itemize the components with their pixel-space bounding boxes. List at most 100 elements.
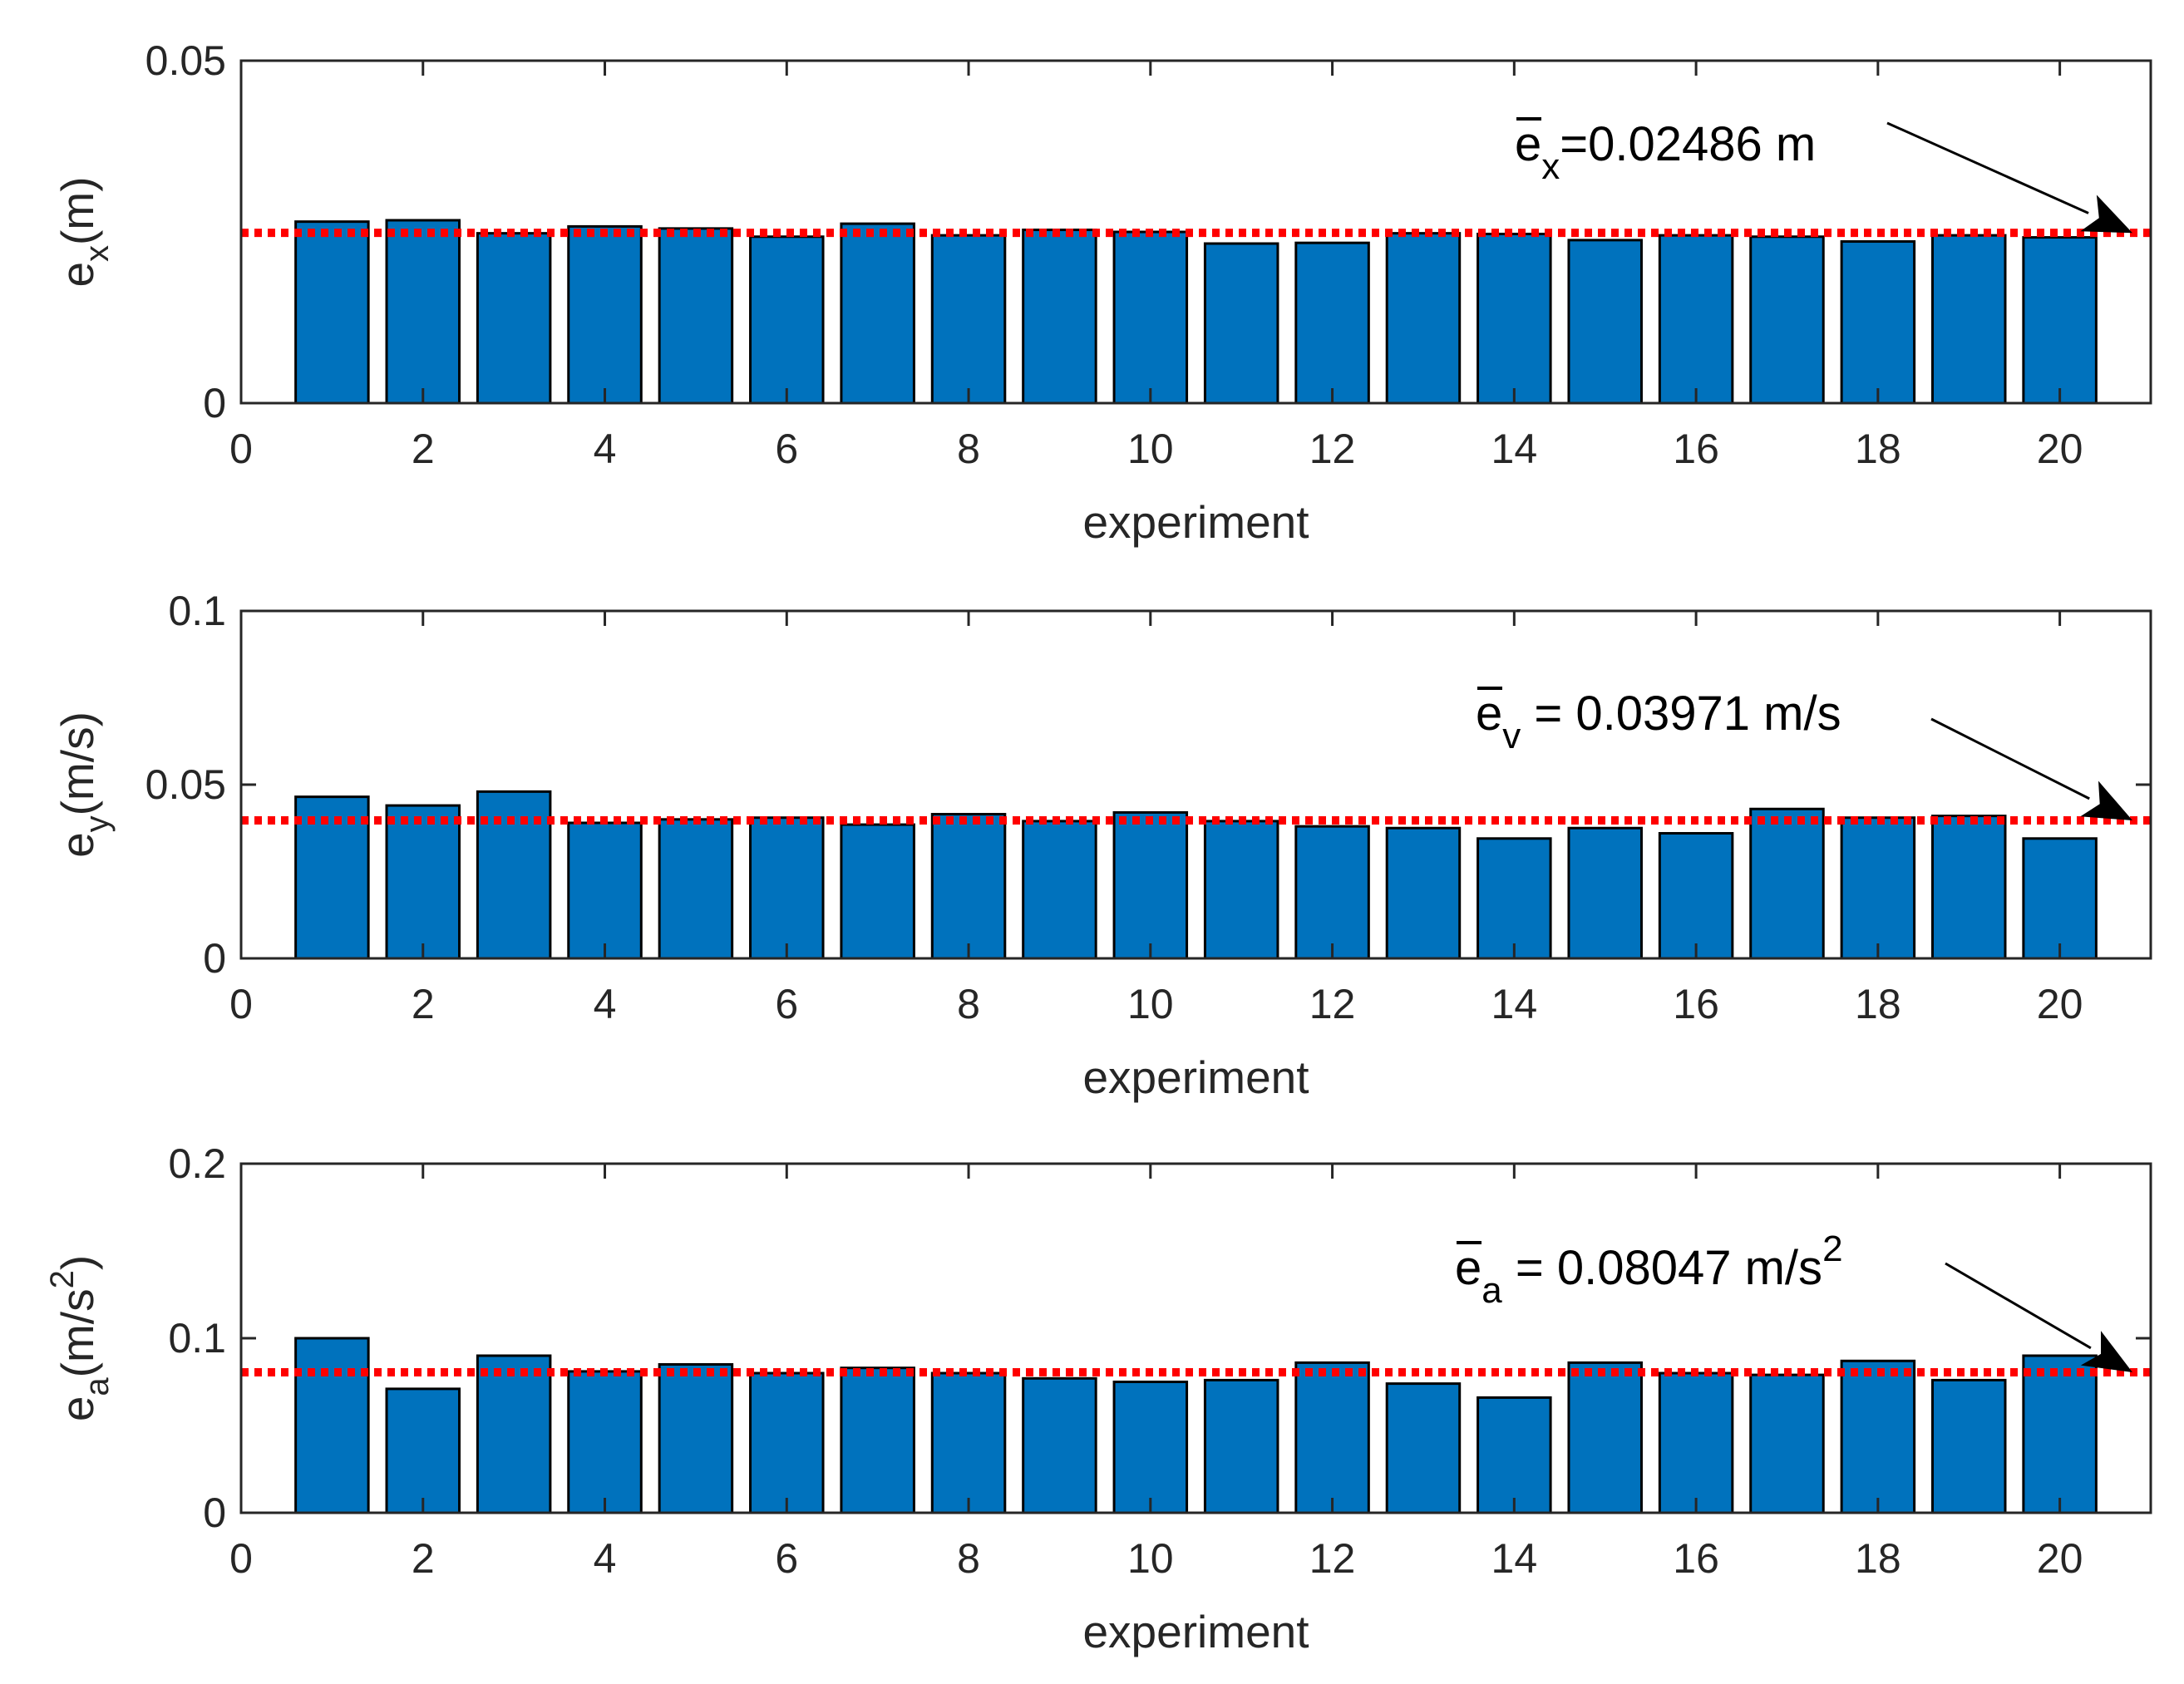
x-tick-label: 4 xyxy=(594,426,617,472)
y-axis-unit-close: ) xyxy=(52,1255,103,1270)
bar-19 xyxy=(1930,234,2007,405)
bar-8 xyxy=(930,813,1007,960)
bar-6 xyxy=(749,235,825,405)
bar-18 xyxy=(1840,1359,1916,1514)
bar-1 xyxy=(294,795,370,960)
bar-20 xyxy=(2022,1354,2098,1514)
x-tick-label: 20 xyxy=(2037,426,2083,472)
x-tick-label: 8 xyxy=(957,981,980,1027)
bar-1 xyxy=(294,1337,370,1514)
plot-area xyxy=(241,1164,2151,1513)
bar-3 xyxy=(476,232,552,405)
y-axis-subscript: x xyxy=(79,245,116,262)
bar-5 xyxy=(658,818,734,960)
x-tick-label: 12 xyxy=(1309,1535,1356,1582)
y-axis-title: ey(m/s) xyxy=(52,712,116,858)
x-tick-label: 10 xyxy=(1127,981,1174,1027)
y-tick-label: 0.05 xyxy=(145,761,226,808)
x-tick-label: 20 xyxy=(2037,981,2083,1027)
y-tick-label: 0 xyxy=(203,935,226,982)
bar-7 xyxy=(840,823,915,960)
axes-box xyxy=(239,59,2152,405)
bar-4 xyxy=(567,224,643,405)
bar-16 xyxy=(1658,234,1734,405)
bar-11 xyxy=(1203,820,1279,960)
plot-area xyxy=(241,61,2151,403)
annotation-arrow-head xyxy=(2080,194,2132,234)
annotation-subscript: a xyxy=(1481,1270,1502,1311)
bar-7 xyxy=(840,222,915,405)
bar-15 xyxy=(1567,239,1643,405)
bar-12 xyxy=(1294,241,1370,405)
annotation-subscript: x xyxy=(1541,146,1560,187)
y-axis-subscript: y xyxy=(79,815,116,832)
x-tick-label: 16 xyxy=(1673,426,1719,472)
mean-annotation: ex=0.02486 m xyxy=(1515,117,1816,187)
bar-12 xyxy=(1294,1361,1370,1514)
bar-19 xyxy=(1930,815,2007,960)
bar-18 xyxy=(1840,240,1916,405)
bar-19 xyxy=(1930,1378,2007,1514)
panel-ey: 0 2 4 6 8 10 12 14 16 18 2000.050.1experimentey(m/… xyxy=(52,588,2152,1103)
y-tick-label: 0 xyxy=(203,1490,226,1536)
x-tick-label: 18 xyxy=(1855,1535,1901,1582)
y-tick-label: 0.05 xyxy=(145,37,226,84)
mean-annotation: ev = 0.03971 m/s xyxy=(1476,687,1841,756)
bar-13 xyxy=(1385,232,1462,405)
annotation-symbol: e xyxy=(1455,1241,1481,1295)
bar-17 xyxy=(1749,1373,1825,1514)
y-axis-unit: (m/s xyxy=(52,1288,103,1377)
x-tick-label: 14 xyxy=(1491,1535,1538,1582)
x-tick-label: 14 xyxy=(1491,426,1538,472)
x-tick-label: 0 xyxy=(229,981,253,1027)
x-tick-label: 8 xyxy=(957,1535,980,1582)
x-tick-label: 6 xyxy=(775,981,798,1027)
bar-16 xyxy=(1658,832,1734,960)
bar-13 xyxy=(1385,826,1462,960)
x-tick-label: 18 xyxy=(1855,426,1901,472)
bar-11 xyxy=(1203,242,1279,405)
x-axis-title: experiment xyxy=(1082,1051,1309,1103)
annotation-superscript: 2 xyxy=(1822,1229,1842,1269)
x-tick-label: 10 xyxy=(1127,1535,1174,1582)
annotation-arrow-shaft xyxy=(1886,121,2089,214)
y-axis-title: ex(m) xyxy=(52,176,116,287)
bar-9 xyxy=(1022,229,1097,405)
y-axis-symbol: e xyxy=(52,832,103,858)
bar-8 xyxy=(930,234,1007,405)
bar-14 xyxy=(1477,1396,1552,1514)
bar-7 xyxy=(840,1366,915,1514)
y-axis-unit: (m/s) xyxy=(52,712,103,815)
x-tick-label: 0 xyxy=(229,426,253,472)
bar-9 xyxy=(1022,1376,1097,1514)
x-tick-label: 2 xyxy=(412,981,435,1027)
bar-17 xyxy=(1749,235,1825,405)
x-tick-label: 2 xyxy=(412,426,435,472)
annotation-value: =0.02486 m xyxy=(1560,117,1816,171)
x-tick-label: 12 xyxy=(1309,981,1356,1027)
y-axis-subscript: a xyxy=(79,1377,116,1396)
y-axis-symbol: e xyxy=(52,262,103,288)
annotation-subscript: v xyxy=(1502,716,1521,756)
y-axis-unit: (m) xyxy=(52,176,103,244)
x-tick-label: 6 xyxy=(775,1535,798,1582)
bar-20 xyxy=(2022,236,2098,405)
annotation-arrow-head xyxy=(2080,780,2132,820)
x-tick-label: 2 xyxy=(412,1535,435,1582)
x-tick-label: 8 xyxy=(957,426,980,472)
x-tick-label: 14 xyxy=(1491,981,1538,1027)
bar-10 xyxy=(1112,810,1189,960)
x-axis-title: experiment xyxy=(1082,496,1309,548)
bar-10 xyxy=(1112,1381,1189,1514)
y-axis-symbol: e xyxy=(52,1396,103,1422)
x-tick-label: 12 xyxy=(1309,426,1356,472)
bar-9 xyxy=(1022,820,1097,960)
bar-15 xyxy=(1567,826,1643,960)
bar-2 xyxy=(385,1387,461,1514)
annotation-arrow-shaft xyxy=(1945,1262,2092,1350)
bar-20 xyxy=(2022,837,2098,960)
bar-16 xyxy=(1658,1371,1734,1514)
y-tick-label: 0.1 xyxy=(168,588,226,634)
annotation-arrow-head xyxy=(2080,1331,2132,1372)
y-tick-label: 0.2 xyxy=(168,1140,226,1187)
